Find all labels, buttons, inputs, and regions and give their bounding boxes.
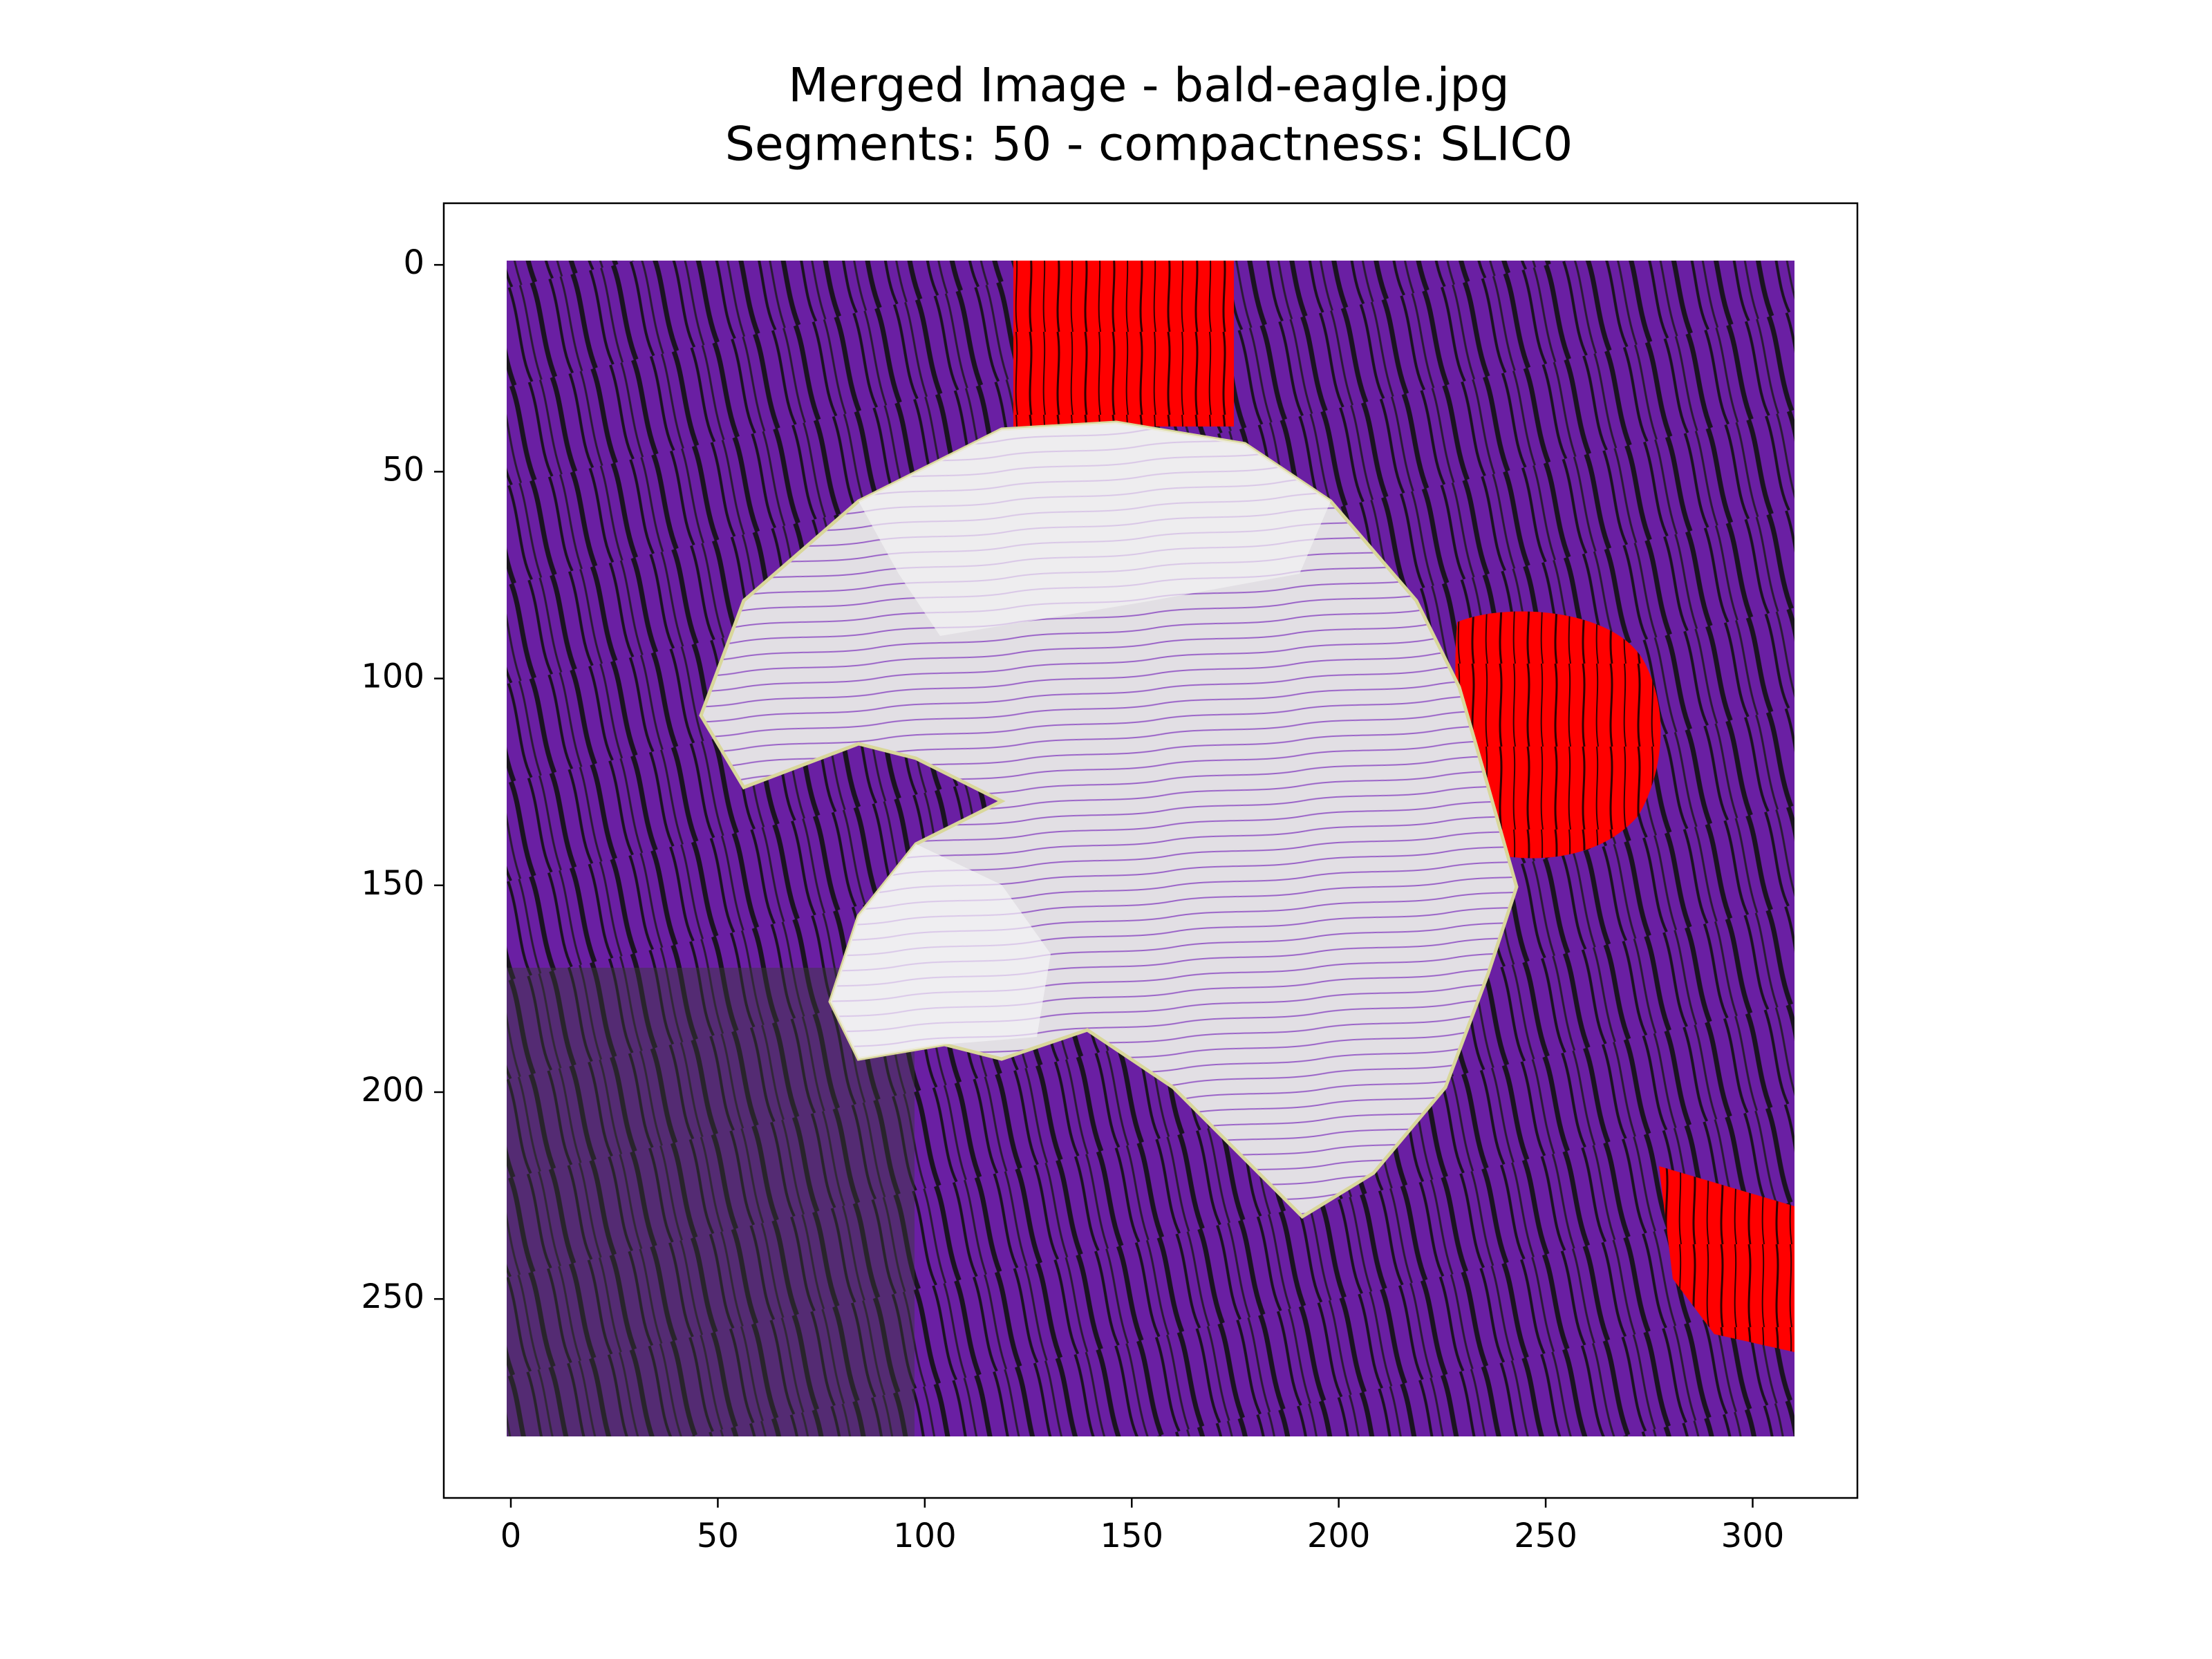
axes-frame (442, 202, 1859, 1499)
chart-subtitle: Segments: 50 - compactness: SLIC0 (725, 118, 1573, 172)
x-tick-label: 300 (1721, 1517, 1785, 1555)
chart-title: Merged Image - bald-eagle.jpg (788, 59, 1509, 113)
y-tick-label: 0 (403, 243, 424, 282)
image-region (1455, 611, 1661, 859)
image-region (1659, 1166, 1794, 1352)
image-region (859, 422, 1331, 636)
x-tick-label: 150 (1100, 1517, 1163, 1555)
image (507, 261, 1794, 1436)
y-tick-label: 150 (361, 864, 424, 903)
image-region (507, 968, 915, 1436)
x-tick-label: 50 (697, 1517, 739, 1555)
y-tick-label: 250 (361, 1277, 424, 1316)
x-tick-label: 100 (893, 1517, 957, 1555)
x-tick-label: 200 (1307, 1517, 1371, 1555)
x-tick-label: 250 (1514, 1517, 1577, 1555)
y-tick-label: 50 (382, 450, 424, 489)
image-region (830, 844, 1051, 1059)
image-region (1013, 261, 1234, 427)
y-tick-label: 200 (361, 1071, 424, 1109)
y-tick-label: 100 (361, 657, 424, 696)
x-tick-label: 0 (500, 1517, 522, 1555)
